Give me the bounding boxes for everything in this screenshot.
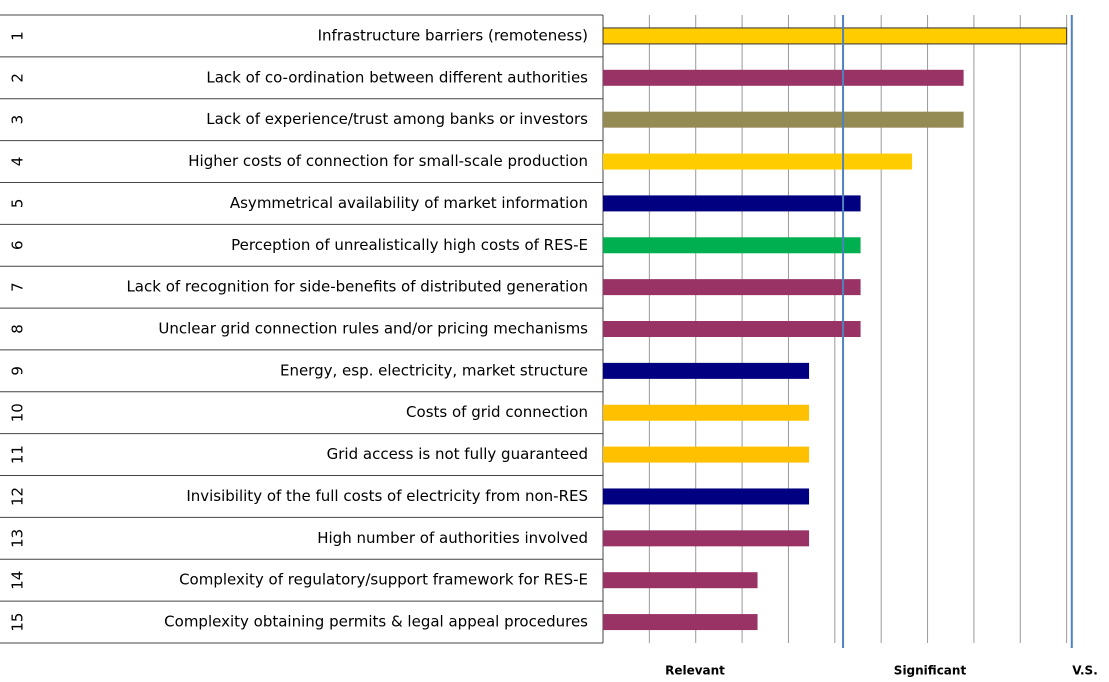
category-label: Complexity of regulatory/support framewo… xyxy=(179,571,588,589)
rank-label: 14 xyxy=(9,571,27,590)
category-label: Unclear grid connection rules and/or pri… xyxy=(158,320,588,338)
rank-label: 4 xyxy=(9,157,27,167)
rank-label: 6 xyxy=(9,240,27,250)
category-label: High number of authorities involved xyxy=(317,529,588,547)
rank-label: 10 xyxy=(9,403,27,422)
bar xyxy=(603,614,758,631)
rank-label: 7 xyxy=(9,282,27,292)
rank-label: 3 xyxy=(9,115,27,125)
bar xyxy=(603,530,810,547)
rank-label: 13 xyxy=(9,529,27,548)
category-label: Lack of recognition for side-benefits of… xyxy=(126,278,588,296)
category-label: Complexity obtaining permits & legal app… xyxy=(164,613,588,631)
rank-label: 9 xyxy=(9,366,27,376)
zone-label: V.S. xyxy=(1072,664,1098,678)
bar xyxy=(603,572,758,589)
bar xyxy=(602,27,1068,45)
bar xyxy=(603,111,964,128)
zone-label: Relevant xyxy=(665,664,725,678)
bar xyxy=(603,446,810,463)
rank-label: 1 xyxy=(9,31,27,41)
zone-label: Significant xyxy=(894,664,967,678)
bar xyxy=(603,279,861,296)
rank-label: 15 xyxy=(9,613,27,632)
bar xyxy=(603,362,810,379)
bar xyxy=(603,321,861,337)
bar xyxy=(603,69,964,86)
category-label: Costs of grid connection xyxy=(406,403,588,421)
category-label: Asymmetrical availability of market info… xyxy=(230,194,588,212)
category-label: Grid access is not fully guaranteed xyxy=(327,445,588,463)
rank-label: 2 xyxy=(9,73,27,83)
category-label: Perception of unrealistically high costs… xyxy=(231,236,588,254)
bar xyxy=(603,404,810,421)
rank-label: 5 xyxy=(9,199,27,209)
category-label: Invisibility of the full costs of electr… xyxy=(186,487,588,505)
category-label: Lack of experience/trust among banks or … xyxy=(206,110,588,128)
bar xyxy=(603,195,861,212)
category-label: Infrastructure barriers (remoteness) xyxy=(318,26,588,44)
bar xyxy=(603,153,913,170)
rank-label: 8 xyxy=(9,324,27,334)
bar xyxy=(603,237,861,254)
rank-label: 12 xyxy=(9,487,27,506)
rank-label: 11 xyxy=(9,445,27,464)
bar xyxy=(603,488,810,505)
category-label: Higher costs of connection for small-sca… xyxy=(188,152,588,170)
category-label: Lack of co-ordination between different … xyxy=(206,68,588,86)
category-label: Energy, esp. electricity, market structu… xyxy=(280,361,588,379)
